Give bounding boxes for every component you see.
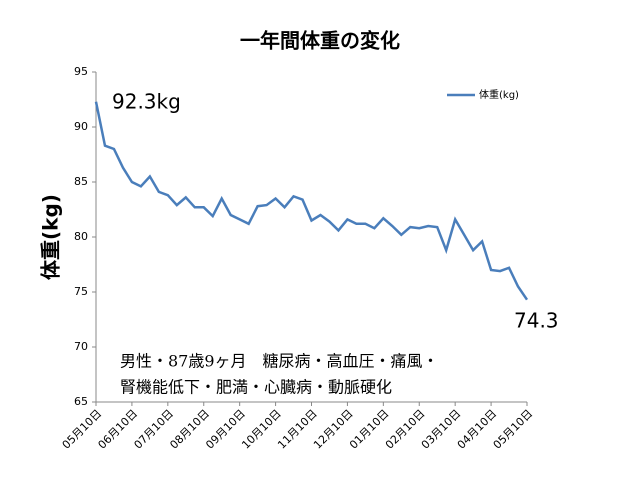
y-tick-label: 80 (74, 230, 88, 243)
line (94, 101, 529, 301)
annotation: 92.3kg (112, 90, 181, 114)
y-tick-label: 75 (74, 285, 88, 298)
x-tick-label: 05月10日 (491, 407, 536, 452)
annotation: 腎機能低下・肥満・心臓病・動脈硬化 (120, 378, 392, 397)
y-tick-label: 85 (74, 175, 88, 188)
chart-title: 一年間体重の変化 (240, 29, 400, 53)
y-tick-label: 65 (74, 395, 88, 408)
annotation: 男性・87歳9ヶ月 糖尿病・高血圧・痛風・ (120, 352, 439, 371)
y-tick-label: 70 (74, 340, 88, 353)
y-axis-label: 体重(kg) (39, 194, 63, 280)
y-tick-label: 95 (74, 65, 88, 78)
annotation: 74.3 (514, 309, 559, 333)
y-tick-label: 90 (74, 120, 88, 133)
legend-label: 体重(kg) (479, 88, 519, 101)
